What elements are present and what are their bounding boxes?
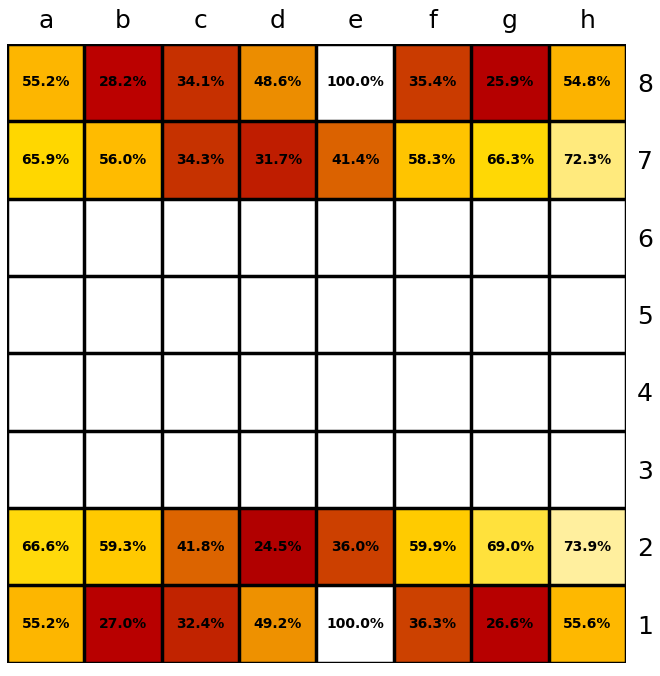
FancyBboxPatch shape <box>548 44 626 121</box>
FancyBboxPatch shape <box>7 276 84 354</box>
FancyBboxPatch shape <box>316 508 394 585</box>
Text: 41.8%: 41.8% <box>176 539 224 554</box>
FancyBboxPatch shape <box>84 44 162 121</box>
FancyBboxPatch shape <box>548 276 626 354</box>
FancyBboxPatch shape <box>7 44 84 121</box>
Text: 34.3%: 34.3% <box>176 153 224 167</box>
Text: 49.2%: 49.2% <box>253 617 302 631</box>
FancyBboxPatch shape <box>162 199 239 276</box>
FancyBboxPatch shape <box>394 585 471 662</box>
FancyBboxPatch shape <box>316 354 394 431</box>
FancyBboxPatch shape <box>548 431 626 508</box>
Text: 72.3%: 72.3% <box>563 153 611 167</box>
FancyBboxPatch shape <box>239 508 316 585</box>
FancyBboxPatch shape <box>7 199 84 276</box>
FancyBboxPatch shape <box>471 508 548 585</box>
Text: 55.2%: 55.2% <box>21 76 70 89</box>
Text: 56.0%: 56.0% <box>99 153 147 167</box>
Text: 100.0%: 100.0% <box>326 617 384 631</box>
Text: 66.6%: 66.6% <box>22 539 70 554</box>
FancyBboxPatch shape <box>471 276 548 354</box>
FancyBboxPatch shape <box>471 121 548 199</box>
FancyBboxPatch shape <box>471 44 548 121</box>
FancyBboxPatch shape <box>394 44 471 121</box>
Text: 26.6%: 26.6% <box>486 617 534 631</box>
FancyBboxPatch shape <box>239 121 316 199</box>
Text: 34.1%: 34.1% <box>176 76 224 89</box>
Text: 25.9%: 25.9% <box>486 76 534 89</box>
Text: 55.6%: 55.6% <box>563 617 611 631</box>
Text: 36.0%: 36.0% <box>331 539 379 554</box>
Text: 54.8%: 54.8% <box>563 76 612 89</box>
FancyBboxPatch shape <box>162 44 239 121</box>
FancyBboxPatch shape <box>471 585 548 662</box>
Text: 59.3%: 59.3% <box>99 539 147 554</box>
Text: 28.2%: 28.2% <box>99 76 147 89</box>
FancyBboxPatch shape <box>7 431 84 508</box>
Text: 41.4%: 41.4% <box>331 153 380 167</box>
FancyBboxPatch shape <box>394 508 471 585</box>
FancyBboxPatch shape <box>316 44 394 121</box>
FancyBboxPatch shape <box>162 354 239 431</box>
FancyBboxPatch shape <box>162 508 239 585</box>
Text: 55.2%: 55.2% <box>21 617 70 631</box>
Text: 24.5%: 24.5% <box>253 539 302 554</box>
FancyBboxPatch shape <box>84 121 162 199</box>
FancyBboxPatch shape <box>7 354 84 431</box>
Text: 73.9%: 73.9% <box>563 539 611 554</box>
FancyBboxPatch shape <box>548 354 626 431</box>
FancyBboxPatch shape <box>7 508 84 585</box>
Text: 66.3%: 66.3% <box>486 153 534 167</box>
FancyBboxPatch shape <box>239 44 316 121</box>
Text: 27.0%: 27.0% <box>99 617 147 631</box>
FancyBboxPatch shape <box>316 199 394 276</box>
FancyBboxPatch shape <box>239 276 316 354</box>
FancyBboxPatch shape <box>316 276 394 354</box>
FancyBboxPatch shape <box>548 508 626 585</box>
Text: 100.0%: 100.0% <box>326 76 384 89</box>
FancyBboxPatch shape <box>394 354 471 431</box>
Text: 35.4%: 35.4% <box>409 76 457 89</box>
FancyBboxPatch shape <box>239 354 316 431</box>
FancyBboxPatch shape <box>471 199 548 276</box>
FancyBboxPatch shape <box>394 121 471 199</box>
FancyBboxPatch shape <box>84 354 162 431</box>
FancyBboxPatch shape <box>394 431 471 508</box>
Text: 69.0%: 69.0% <box>486 539 534 554</box>
Text: 59.9%: 59.9% <box>409 539 457 554</box>
FancyBboxPatch shape <box>548 199 626 276</box>
FancyBboxPatch shape <box>84 508 162 585</box>
FancyBboxPatch shape <box>471 431 548 508</box>
Text: 48.6%: 48.6% <box>253 76 302 89</box>
FancyBboxPatch shape <box>548 585 626 662</box>
FancyBboxPatch shape <box>239 585 316 662</box>
FancyBboxPatch shape <box>7 585 84 662</box>
FancyBboxPatch shape <box>394 199 471 276</box>
FancyBboxPatch shape <box>162 276 239 354</box>
Text: 58.3%: 58.3% <box>409 153 457 167</box>
FancyBboxPatch shape <box>239 431 316 508</box>
FancyBboxPatch shape <box>548 121 626 199</box>
Text: 36.3%: 36.3% <box>409 617 457 631</box>
FancyBboxPatch shape <box>316 585 394 662</box>
FancyBboxPatch shape <box>84 199 162 276</box>
FancyBboxPatch shape <box>316 431 394 508</box>
Text: 32.4%: 32.4% <box>176 617 224 631</box>
Text: 31.7%: 31.7% <box>253 153 302 167</box>
FancyBboxPatch shape <box>239 199 316 276</box>
Text: 65.9%: 65.9% <box>22 153 70 167</box>
FancyBboxPatch shape <box>162 585 239 662</box>
FancyBboxPatch shape <box>316 121 394 199</box>
FancyBboxPatch shape <box>162 431 239 508</box>
FancyBboxPatch shape <box>471 354 548 431</box>
FancyBboxPatch shape <box>84 585 162 662</box>
FancyBboxPatch shape <box>394 276 471 354</box>
FancyBboxPatch shape <box>7 121 84 199</box>
FancyBboxPatch shape <box>84 276 162 354</box>
FancyBboxPatch shape <box>84 431 162 508</box>
FancyBboxPatch shape <box>162 121 239 199</box>
